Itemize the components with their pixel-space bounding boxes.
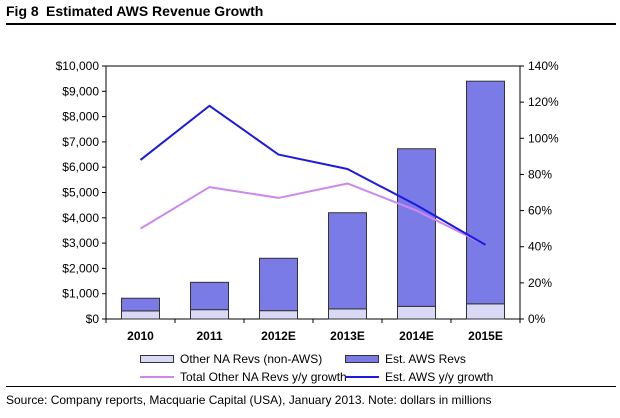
right-axis-tick-label: 60% (528, 204, 552, 218)
legend-item-other-na-revs: Other NA Revs (non-AWS) (140, 352, 322, 366)
right-axis-tick-label: 140% (528, 59, 559, 73)
left-axis-tick-label: $1,000 (62, 287, 99, 301)
source-note: Source: Company reports, Macquarie Capit… (6, 393, 492, 407)
figure-number: Fig 8 (6, 3, 39, 19)
legend-label-aws-revs: Est. AWS Revs (385, 352, 466, 366)
figure-title: Fig 8 Estimated AWS Revenue Growth (6, 3, 263, 19)
left-axis-tick-label: $0 (86, 312, 100, 326)
x-axis-tick-label: 2011 (196, 329, 222, 343)
revenue-chart: $0 $1,000 $2,000 $3,000 $4,000 $5,000 $6,000 $7… (56, 59, 559, 343)
legend-swatch-other-growth (140, 376, 174, 378)
legend-item-aws-growth: Est. AWS y/y growth (345, 370, 493, 384)
bar-other-na-revs (190, 309, 229, 320)
right-axis-tick-label: 100% (528, 131, 559, 145)
right-axis-tick-label: 20% (528, 276, 552, 290)
bar-other-na-revs (466, 303, 505, 320)
left-axis-tick-label: $5,000 (62, 186, 99, 200)
right-axis-tick-label: 40% (528, 240, 552, 254)
right-axis-tick-label: 80% (528, 167, 552, 181)
x-axis-tick-label: 2014E (399, 329, 434, 343)
bar-aws-revs (466, 80, 505, 305)
left-axis-tick-label: $10,000 (56, 59, 100, 73)
bar-other-na-revs (259, 310, 298, 320)
line-other-na-growth (139, 182, 486, 246)
bottom-rule (6, 386, 616, 387)
legend-swatch-aws-growth (345, 376, 379, 378)
legend-swatch-aws-revs (345, 355, 379, 363)
bar-other-na-revs (328, 308, 367, 320)
legend-swatch-other-na-revs (140, 355, 174, 363)
legend-label-other-na-revs: Other NA Revs (non-AWS) (180, 352, 323, 366)
left-axis-tick-label: $3,000 (62, 236, 99, 250)
x-axis-tick-label: 2012E (261, 329, 296, 343)
left-axis-tick-label: $9,000 (62, 84, 99, 98)
x-axis-tick-label: 2010 (127, 329, 154, 343)
legend-item-aws-revs: Est. AWS Revs (345, 352, 466, 366)
bar-other-na-revs (121, 310, 160, 320)
left-axis-tick-label: $6,000 (62, 160, 99, 174)
line-aws-growth (139, 104, 486, 246)
bar-aws-revs (259, 257, 298, 312)
left-axis-tick-label: $7,000 (62, 135, 99, 149)
right-axis-tick-label: 0% (528, 312, 546, 326)
left-axis-tick-label: $8,000 (62, 110, 99, 124)
left-axis-tick-label: $2,000 (62, 261, 99, 275)
bar-aws-revs (190, 281, 229, 311)
figure-title-text: Estimated AWS Revenue Growth (46, 3, 264, 19)
legend-label-other-growth: Total Other NA Revs y/y growth (180, 370, 347, 384)
bar-aws-revs (121, 297, 160, 312)
top-rule (6, 23, 616, 25)
plot-frame (105, 65, 521, 320)
right-axis-tick-label: 120% (528, 95, 559, 109)
bar-aws-revs (328, 212, 367, 310)
bar-aws-revs (397, 148, 436, 307)
chart-legend: Other NA Revs (non-AWS) Est. AWS Revs To… (140, 352, 540, 386)
x-axis-tick-label: 2013E (330, 329, 365, 343)
left-axis-tick-label: $4,000 (62, 211, 99, 225)
legend-label-aws-growth: Est. AWS y/y growth (385, 370, 494, 384)
bar-other-na-revs (397, 305, 436, 320)
x-axis-tick-label: 2015E (468, 329, 503, 343)
legend-item-other-growth: Total Other NA Revs y/y growth (140, 370, 347, 384)
